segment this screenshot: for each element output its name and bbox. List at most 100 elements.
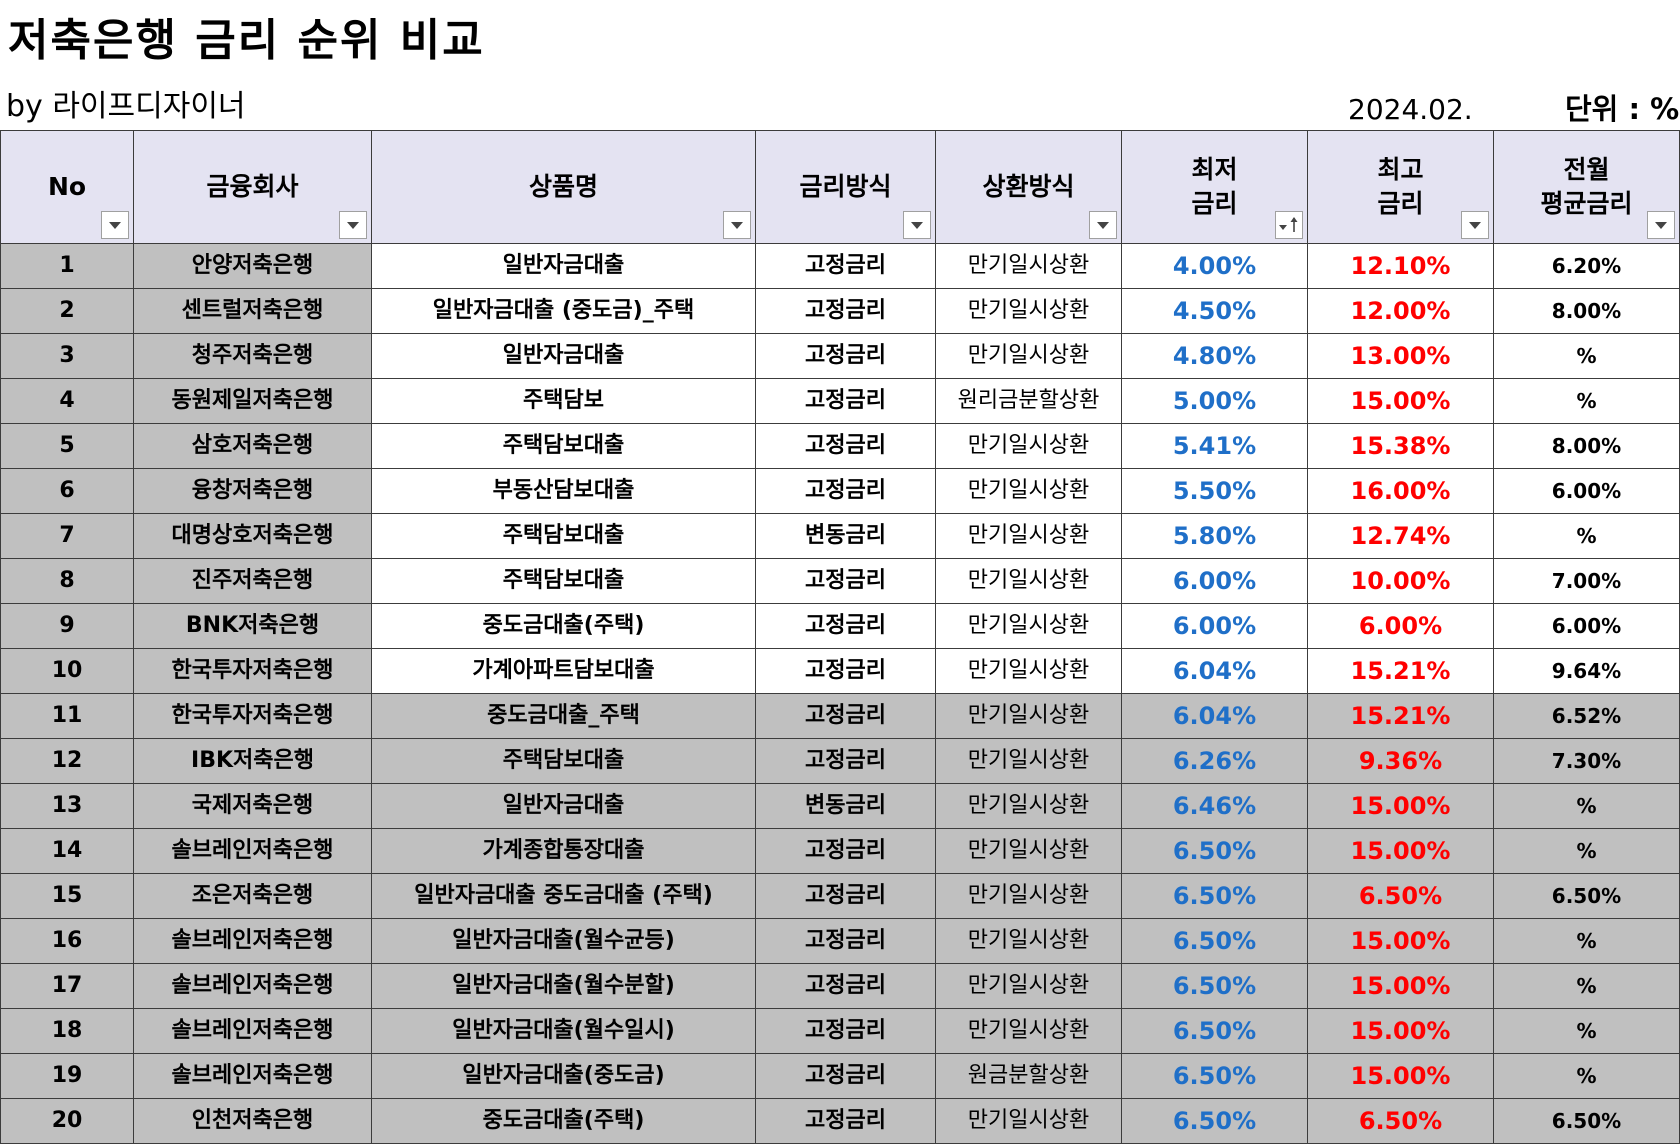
min-rate-cell[interactable]: 6.50% [1121, 873, 1308, 919]
max-rate-cell[interactable]: 15.00% [1307, 378, 1494, 424]
product-name-cell[interactable]: 일반자금대출(월수분할) [371, 963, 756, 1009]
min-rate-cell[interactable]: 5.80% [1121, 513, 1308, 559]
product-name-cell[interactable]: 중도금대출_주택 [371, 693, 756, 739]
repayment-method-cell[interactable]: 원금분할상환 [935, 1053, 1122, 1099]
max-rate-cell[interactable]: 15.00% [1307, 963, 1494, 1009]
repayment-method-cell[interactable]: 만기일시상환 [935, 513, 1122, 559]
repayment-method-cell[interactable]: 만기일시상환 [935, 468, 1122, 514]
min-rate-cell[interactable]: 4.80% [1121, 333, 1308, 379]
product-name-cell[interactable]: 일반자금대출 [371, 243, 756, 289]
rate-type-cell[interactable]: 고정금리 [755, 378, 936, 424]
product-name-cell[interactable]: 일반자금대출 [371, 783, 756, 829]
prev-month-avg-rate-cell[interactable]: % [1493, 828, 1680, 874]
rate-type-cell[interactable]: 고정금리 [755, 1053, 936, 1099]
prev-month-avg-rate-cell[interactable]: 7.30% [1493, 738, 1680, 784]
repayment-method-cell[interactable]: 만기일시상환 [935, 423, 1122, 469]
repayment-method-cell[interactable]: 만기일시상환 [935, 693, 1122, 739]
company-name-cell[interactable]: 진주저축은행 [133, 558, 372, 604]
row-number-cell[interactable]: 4 [0, 378, 134, 424]
dropdown-filter-icon[interactable] [1461, 211, 1489, 239]
row-number-cell[interactable]: 8 [0, 558, 134, 604]
rate-type-cell[interactable]: 고정금리 [755, 738, 936, 784]
prev-month-avg-rate-cell[interactable]: 9.64% [1493, 648, 1680, 694]
max-rate-cell[interactable]: 15.00% [1307, 828, 1494, 874]
company-name-cell[interactable]: 대명상호저축은행 [133, 513, 372, 559]
prev-month-avg-rate-cell[interactable]: 6.00% [1493, 603, 1680, 649]
sort-ascending-filter-icon[interactable] [1275, 211, 1303, 239]
prev-month-avg-rate-cell[interactable]: % [1493, 378, 1680, 424]
row-number-cell[interactable]: 12 [0, 738, 134, 784]
rate-type-cell[interactable]: 고정금리 [755, 918, 936, 964]
repayment-method-cell[interactable]: 만기일시상환 [935, 333, 1122, 379]
rate-type-cell[interactable]: 고정금리 [755, 243, 936, 289]
company-name-cell[interactable]: 국제저축은행 [133, 783, 372, 829]
max-rate-cell[interactable]: 12.00% [1307, 288, 1494, 334]
rate-type-cell[interactable]: 고정금리 [755, 423, 936, 469]
min-rate-cell[interactable]: 6.00% [1121, 558, 1308, 604]
max-rate-cell[interactable]: 9.36% [1307, 738, 1494, 784]
min-rate-cell[interactable]: 6.04% [1121, 693, 1308, 739]
max-rate-cell[interactable]: 6.50% [1307, 873, 1494, 919]
max-rate-cell[interactable]: 15.00% [1307, 1053, 1494, 1099]
row-number-cell[interactable]: 15 [0, 873, 134, 919]
row-number-cell[interactable]: 6 [0, 468, 134, 514]
product-name-cell[interactable]: 일반자금대출(월수일시) [371, 1008, 756, 1054]
prev-month-avg-rate-cell[interactable]: 8.00% [1493, 423, 1680, 469]
dropdown-filter-icon[interactable] [339, 211, 367, 239]
min-rate-cell[interactable]: 6.50% [1121, 1098, 1308, 1144]
min-rate-cell[interactable]: 4.00% [1121, 243, 1308, 289]
prev-month-avg-rate-cell[interactable]: 7.00% [1493, 558, 1680, 604]
dropdown-filter-icon[interactable] [1089, 211, 1117, 239]
prev-month-avg-rate-cell[interactable]: 6.20% [1493, 243, 1680, 289]
max-rate-cell[interactable]: 13.00% [1307, 333, 1494, 379]
prev-month-avg-rate-cell[interactable]: 6.50% [1493, 873, 1680, 919]
company-name-cell[interactable]: 동원제일저축은행 [133, 378, 372, 424]
min-rate-cell[interactable]: 6.50% [1121, 828, 1308, 874]
company-name-cell[interactable]: 융창저축은행 [133, 468, 372, 514]
repayment-method-cell[interactable]: 만기일시상환 [935, 288, 1122, 334]
company-name-cell[interactable]: 솔브레인저축은행 [133, 1008, 372, 1054]
prev-month-avg-rate-cell[interactable]: 6.52% [1493, 693, 1680, 739]
repayment-method-cell[interactable]: 만기일시상환 [935, 738, 1122, 784]
company-name-cell[interactable]: 인천저축은행 [133, 1098, 372, 1144]
min-rate-cell[interactable]: 6.04% [1121, 648, 1308, 694]
min-rate-cell[interactable]: 6.46% [1121, 783, 1308, 829]
min-rate-cell[interactable]: 6.00% [1121, 603, 1308, 649]
rate-type-cell[interactable]: 고정금리 [755, 693, 936, 739]
row-number-cell[interactable]: 19 [0, 1053, 134, 1099]
product-name-cell[interactable]: 일반자금대출 중도금대출 (주택) [371, 873, 756, 919]
product-name-cell[interactable]: 일반자금대출(중도금) [371, 1053, 756, 1099]
row-number-cell[interactable]: 13 [0, 783, 134, 829]
rate-type-cell[interactable]: 고정금리 [755, 468, 936, 514]
rate-type-cell[interactable]: 고정금리 [755, 333, 936, 379]
prev-month-avg-rate-cell[interactable]: 8.00% [1493, 288, 1680, 334]
max-rate-cell[interactable]: 15.00% [1307, 918, 1494, 964]
rate-type-cell[interactable]: 변동금리 [755, 783, 936, 829]
prev-month-avg-rate-cell[interactable]: 6.50% [1493, 1098, 1680, 1144]
min-rate-cell[interactable]: 5.00% [1121, 378, 1308, 424]
min-rate-cell[interactable]: 5.50% [1121, 468, 1308, 514]
product-name-cell[interactable]: 주택담보 [371, 378, 756, 424]
rate-type-cell[interactable]: 고정금리 [755, 1008, 936, 1054]
row-number-cell[interactable]: 10 [0, 648, 134, 694]
product-name-cell[interactable]: 일반자금대출(월수균등) [371, 918, 756, 964]
repayment-method-cell[interactable]: 만기일시상환 [935, 558, 1122, 604]
dropdown-filter-icon[interactable] [903, 211, 931, 239]
repayment-method-cell[interactable]: 만기일시상환 [935, 963, 1122, 1009]
max-rate-cell[interactable]: 15.00% [1307, 783, 1494, 829]
repayment-method-cell[interactable]: 만기일시상환 [935, 1008, 1122, 1054]
rate-type-cell[interactable]: 고정금리 [755, 603, 936, 649]
product-name-cell[interactable]: 일반자금대출 [371, 333, 756, 379]
min-rate-cell[interactable]: 4.50% [1121, 288, 1308, 334]
repayment-method-cell[interactable]: 만기일시상환 [935, 918, 1122, 964]
product-name-cell[interactable]: 주택담보대출 [371, 513, 756, 559]
rate-type-cell[interactable]: 고정금리 [755, 288, 936, 334]
rate-type-cell[interactable]: 고정금리 [755, 648, 936, 694]
company-name-cell[interactable]: 솔브레인저축은행 [133, 963, 372, 1009]
prev-month-avg-rate-cell[interactable]: % [1493, 513, 1680, 559]
prev-month-avg-rate-cell[interactable]: % [1493, 963, 1680, 1009]
dropdown-filter-icon[interactable] [1647, 211, 1675, 239]
repayment-method-cell[interactable]: 만기일시상환 [935, 1098, 1122, 1144]
company-name-cell[interactable]: 한국투자저축은행 [133, 693, 372, 739]
product-name-cell[interactable]: 가계종합통장대출 [371, 828, 756, 874]
